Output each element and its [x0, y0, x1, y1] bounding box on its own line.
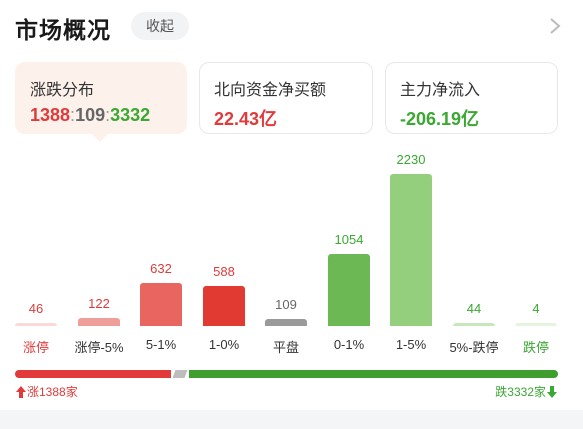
- down-legend-label: 跌3332家: [495, 385, 546, 399]
- distribution-label: 涨跌分布: [30, 82, 95, 99]
- market-overview-header: 市场概况 收起: [0, 0, 583, 52]
- bar-value-label: 588: [213, 264, 235, 279]
- up-down-ratio-bar: [15, 370, 558, 378]
- category-label: 涨停-5%: [74, 340, 124, 355]
- bar-value-label: 122: [88, 296, 110, 311]
- bar: [140, 283, 182, 326]
- category-label: 1-5%: [395, 337, 427, 352]
- category-label: 涨停: [22, 340, 49, 355]
- category-label: 1-0%: [208, 337, 240, 352]
- northbound-label: 北向资金净买额: [214, 82, 327, 99]
- up-legend: 涨1388家: [15, 383, 78, 400]
- bar-value-label: 109: [275, 297, 297, 312]
- distribution-card[interactable]: 涨跌分布 1388:109:3332: [15, 62, 187, 134]
- category-label: 5%-跌停: [449, 340, 499, 355]
- down-legend: 跌3332家: [495, 383, 558, 400]
- flat-count: 109: [75, 105, 106, 125]
- bar-value-label: 2230: [396, 152, 426, 167]
- collapse-button[interactable]: 收起: [131, 12, 189, 40]
- bar: [15, 323, 57, 326]
- flat-segment: [172, 370, 188, 378]
- page-title: 市场概况: [15, 17, 111, 43]
- down-segment: [189, 370, 558, 378]
- distribution-value: 1388:109:3332: [30, 105, 150, 126]
- arrow-up-icon: [16, 385, 26, 398]
- northbound-card[interactable]: 北向资金净买额 22.43亿: [199, 62, 373, 134]
- bar: [390, 174, 432, 326]
- section-divider: [0, 410, 583, 429]
- active-card-pointer: [91, 133, 109, 142]
- category-label: 5-1%: [145, 337, 177, 352]
- bar: [453, 323, 495, 326]
- category-label: 跌停: [522, 340, 549, 355]
- bar-value-label: 1054: [334, 232, 364, 247]
- up-count: 1388: [30, 105, 71, 125]
- main-force-value: -206.19亿: [400, 109, 480, 129]
- bar: [78, 318, 120, 326]
- bar: [265, 319, 307, 326]
- category-label: 0-1%: [333, 337, 365, 352]
- bar: [328, 254, 370, 326]
- up-legend-label: 涨1388家: [27, 385, 78, 399]
- bar-value-label: 4: [532, 301, 540, 316]
- down-count: 3332: [110, 105, 151, 125]
- bar: [515, 323, 557, 326]
- separator: :: [70, 105, 76, 125]
- bar-value-label: 632: [150, 261, 172, 276]
- main-force-card[interactable]: 主力净流入 -206.19亿: [385, 62, 558, 134]
- main-force-label: 主力净流入: [400, 82, 481, 99]
- category-label: 平盘: [272, 340, 299, 355]
- arrow-down-icon: [547, 385, 557, 398]
- chevron-right-icon[interactable]: [548, 16, 562, 36]
- northbound-value: 22.43亿: [214, 109, 278, 129]
- bar-value-label: 46: [28, 301, 44, 316]
- bar: [203, 286, 245, 326]
- bar-value-label: 44: [466, 301, 482, 316]
- separator: :: [105, 105, 111, 125]
- up-segment: [15, 370, 171, 378]
